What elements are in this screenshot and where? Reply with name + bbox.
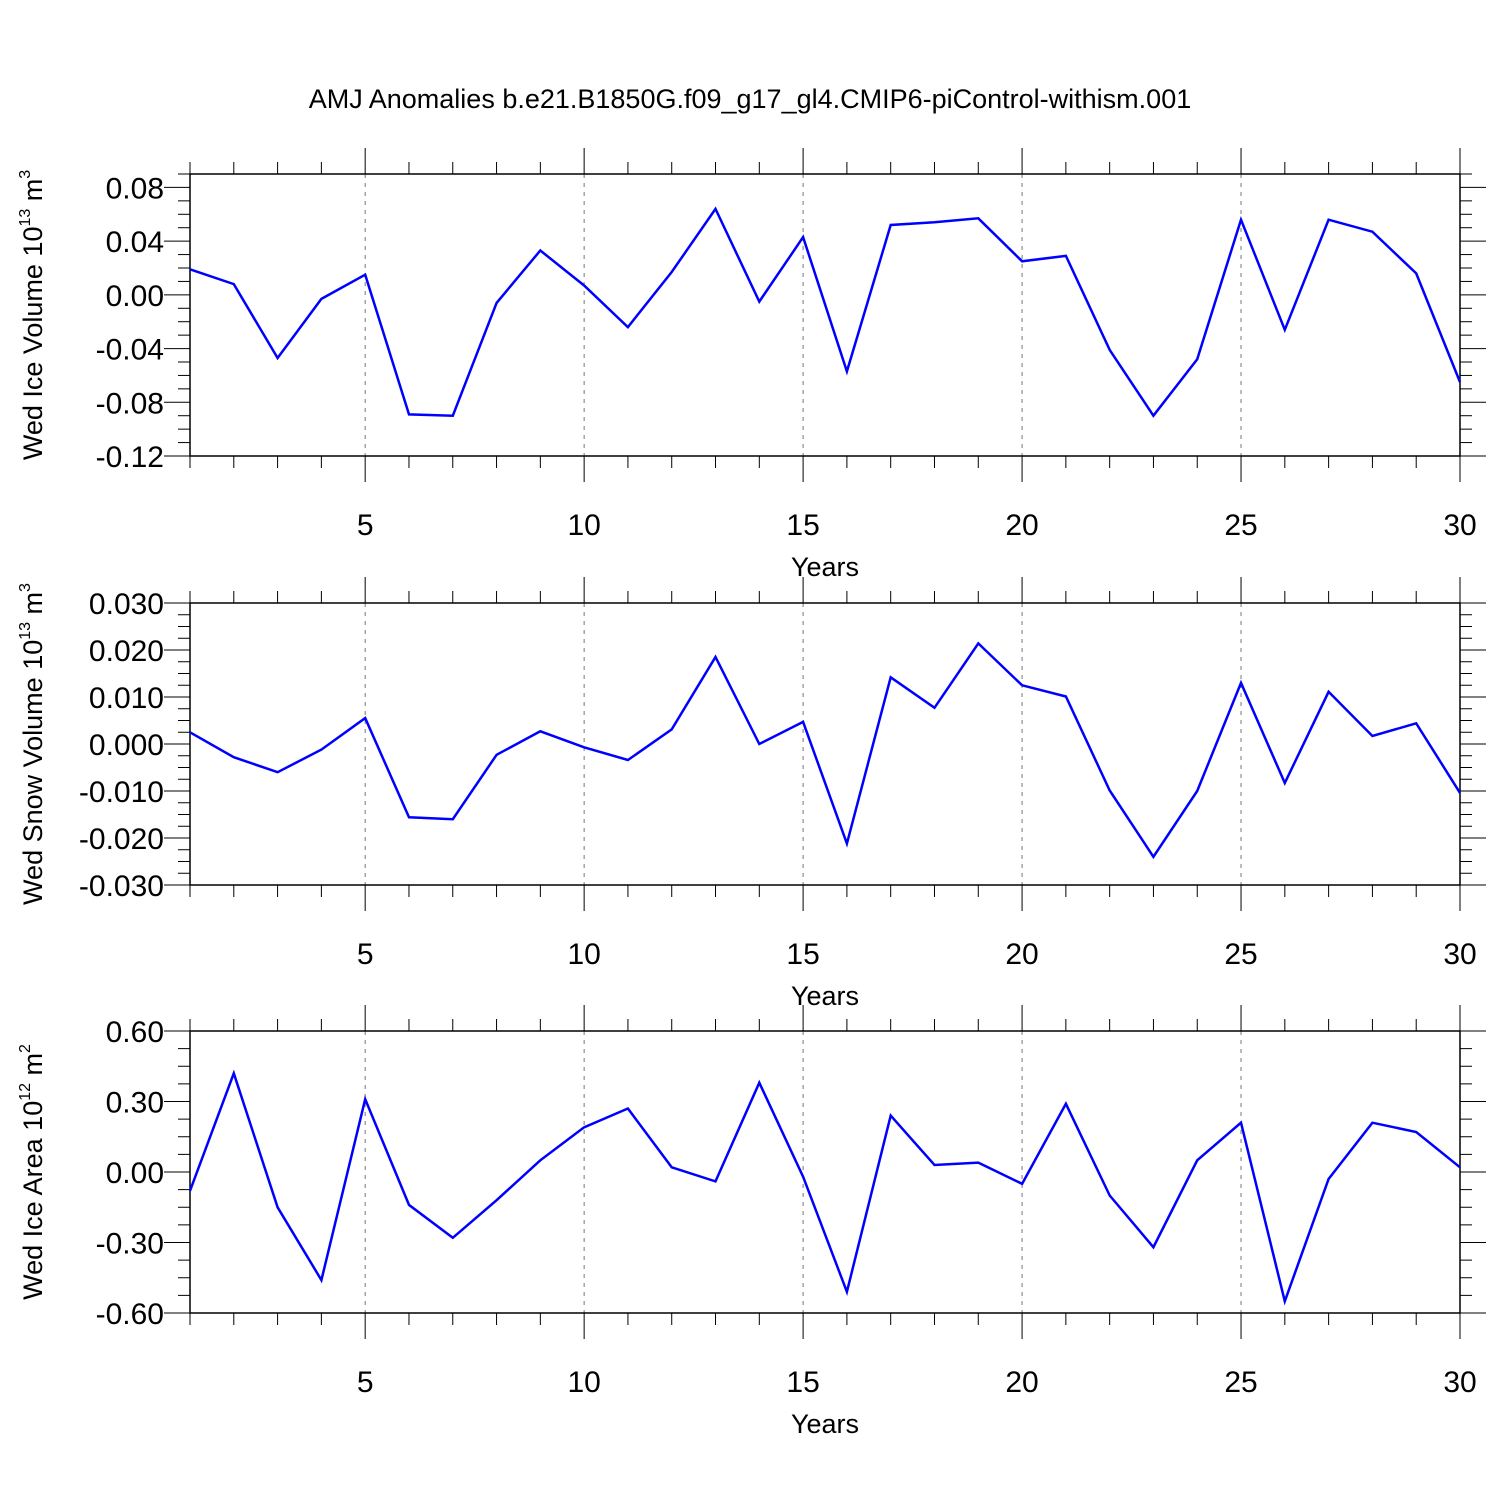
y-tick-label: 0.000 (89, 729, 164, 762)
plot-frame (189, 173, 1461, 457)
x-tick-label: 30 (1443, 509, 1476, 542)
x-axis-label: Years (791, 1409, 859, 1439)
x-tick-label: 5 (357, 938, 374, 971)
y-tick-label: -0.030 (79, 870, 164, 903)
y-tick-label: -0.020 (79, 823, 164, 856)
x-tick-label: 5 (357, 509, 374, 542)
series-line (189, 641, 1462, 860)
y-tick-label: 0.010 (89, 682, 164, 715)
y-tick-label: 0.08 (106, 172, 164, 205)
x-axis-label: Years (791, 981, 859, 1011)
y-tick-label: -0.04 (96, 334, 164, 367)
y-axis-label: Wed Ice Volume 1013 m3 (17, 170, 48, 460)
x-tick-label: 30 (1443, 938, 1476, 971)
y-tick-label: 0.030 (89, 588, 164, 621)
x-tick-label: 25 (1224, 1366, 1257, 1399)
y-tick-label: -0.08 (96, 387, 164, 420)
y-axis-label: Wed Ice Area 1012 m2 (17, 1044, 48, 1300)
x-tick-label: 25 (1224, 509, 1257, 542)
x-tick-label: 20 (1005, 938, 1038, 971)
y-tick-label: 0.04 (106, 226, 164, 259)
figure-title: AMJ Anomalies b.e21.B1850G.f09_g17_gl4.C… (308, 84, 1192, 114)
series-line (188, 1069, 1461, 1306)
x-tick-label: 20 (1005, 509, 1038, 542)
panel-ice-volume: -0.12 -0.08 -0.04 0.00 0.04 0.08 5 10 15 20 25 30 Ye… (17, 148, 1486, 582)
x-tick-label: 10 (567, 938, 600, 971)
x-tick-label: 15 (786, 509, 819, 542)
panel-ice-area: -0.60 -0.30 0.00 0.30 0.60 5 10 15 20 25 30 Years We… (17, 1005, 1486, 1439)
y-axis-label: Wed Snow Volume 1013 m3 (17, 583, 48, 905)
x-tick-label: 10 (567, 509, 600, 542)
y-tick-label: 0.60 (106, 1016, 164, 1049)
y-tick-label: -0.30 (96, 1228, 164, 1261)
y-tick-label: 0.30 (106, 1087, 164, 1120)
x-tick-label: 5 (357, 1366, 374, 1399)
x-tick-label: 15 (786, 938, 819, 971)
plot-frame (189, 602, 1461, 886)
plot-frame (189, 1030, 1461, 1314)
y-tick-label: -0.010 (79, 776, 164, 809)
y-tick-label: 0.020 (89, 635, 164, 668)
x-tick-label: 15 (786, 1366, 819, 1399)
y-tick-label: -0.60 (96, 1298, 164, 1331)
panel-snow-volume: -0.030 -0.020 -0.010 0.000 0.010 0.020 0.030 5 1… (17, 577, 1486, 1011)
x-tick-label: 10 (567, 1366, 600, 1399)
y-tick-label: 0.00 (106, 1157, 164, 1190)
series-line (189, 206, 1462, 418)
x-tick-label: 25 (1224, 938, 1257, 971)
x-tick-label: 20 (1005, 1366, 1038, 1399)
y-tick-label: -0.12 (96, 441, 164, 474)
x-tick-label: 30 (1443, 1366, 1476, 1399)
y-tick-label: 0.00 (106, 280, 164, 313)
x-axis-label: Years (791, 552, 859, 582)
